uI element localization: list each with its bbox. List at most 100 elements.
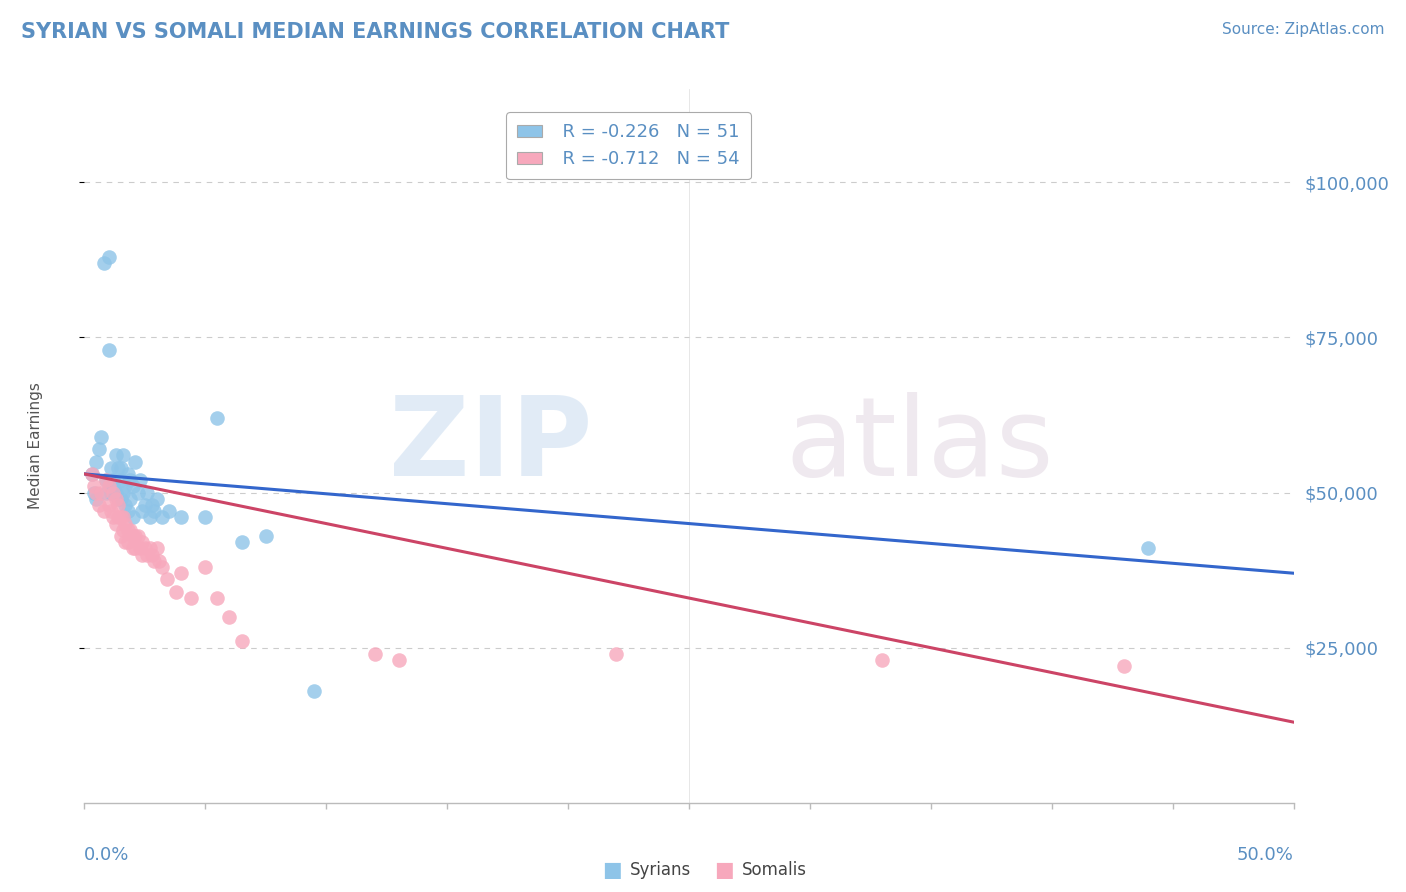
Point: [112, 523, 135, 537]
Point: [146, 491, 169, 506]
Text: 0.0%: 0.0%: [84, 846, 129, 863]
Point: [86, 485, 108, 500]
Point: [120, 523, 142, 537]
Point: [114, 516, 136, 531]
Point: [121, 479, 143, 493]
Point: [94, 485, 117, 500]
Point: [110, 510, 132, 524]
Point: [121, 510, 143, 524]
Point: [165, 584, 187, 599]
Point: [302, 684, 325, 698]
Point: [117, 467, 139, 481]
Text: ■: ■: [602, 860, 621, 880]
Point: [121, 529, 143, 543]
Point: [104, 491, 127, 506]
Point: [107, 491, 129, 506]
Point: [124, 529, 146, 543]
Point: [120, 491, 142, 506]
Text: ■: ■: [714, 860, 734, 880]
Point: [90, 430, 112, 444]
Text: Somalis: Somalis: [742, 861, 807, 879]
Point: [146, 541, 169, 556]
Point: [872, 653, 894, 667]
Point: [131, 548, 153, 562]
Point: [141, 548, 163, 562]
Point: [129, 473, 152, 487]
Point: [94, 473, 117, 487]
Point: [80, 467, 103, 481]
Point: [218, 609, 240, 624]
Point: [121, 541, 143, 556]
Point: [117, 535, 139, 549]
Point: [104, 448, 127, 462]
Point: [112, 448, 135, 462]
Point: [207, 591, 229, 605]
Point: [120, 473, 142, 487]
Point: [110, 473, 132, 487]
Point: [143, 554, 166, 568]
Point: [134, 498, 156, 512]
Point: [112, 485, 135, 500]
Point: [86, 454, 108, 468]
Point: [170, 510, 193, 524]
Point: [129, 541, 152, 556]
Point: [150, 510, 173, 524]
Text: Median Earnings: Median Earnings: [28, 383, 44, 509]
Point: [83, 479, 105, 493]
Point: [90, 485, 112, 500]
Text: Syrians: Syrians: [630, 861, 692, 879]
Text: SYRIAN VS SOMALI MEDIAN EARNINGS CORRELATION CHART: SYRIAN VS SOMALI MEDIAN EARNINGS CORRELA…: [21, 22, 730, 42]
Point: [131, 504, 153, 518]
Point: [114, 498, 136, 512]
Point: [124, 454, 146, 468]
Point: [136, 485, 159, 500]
Point: [114, 479, 136, 493]
Point: [110, 460, 132, 475]
Point: [388, 653, 411, 667]
Point: [143, 504, 166, 518]
Text: atlas: atlas: [786, 392, 1054, 500]
Text: ZIP: ZIP: [389, 392, 592, 500]
Point: [103, 473, 125, 487]
Point: [103, 510, 125, 524]
Point: [110, 529, 132, 543]
Point: [100, 485, 122, 500]
Point: [207, 411, 229, 425]
Point: [148, 554, 170, 568]
Point: [97, 250, 120, 264]
Point: [1137, 541, 1160, 556]
Point: [107, 498, 129, 512]
Point: [112, 510, 135, 524]
Point: [127, 529, 149, 543]
Text: 50.0%: 50.0%: [1237, 846, 1294, 863]
Point: [605, 647, 627, 661]
Point: [97, 343, 120, 357]
Point: [107, 510, 129, 524]
Point: [110, 491, 132, 506]
Point: [93, 256, 115, 270]
Legend:   R = -0.226   N = 51,   R = -0.712   N = 54: R = -0.226 N = 51, R = -0.712 N = 54: [506, 112, 751, 179]
Point: [87, 442, 110, 456]
Point: [131, 535, 153, 549]
Point: [1114, 659, 1136, 673]
Point: [117, 504, 139, 518]
Point: [86, 491, 108, 506]
Point: [93, 504, 115, 518]
Point: [97, 479, 120, 493]
Point: [155, 573, 177, 587]
Point: [231, 535, 253, 549]
Point: [134, 541, 156, 556]
Text: Source: ZipAtlas.com: Source: ZipAtlas.com: [1222, 22, 1385, 37]
Point: [87, 498, 110, 512]
Point: [100, 460, 122, 475]
Point: [107, 460, 129, 475]
Point: [363, 647, 385, 661]
Point: [103, 485, 125, 500]
Point: [114, 535, 136, 549]
Point: [136, 548, 159, 562]
Point: [104, 516, 127, 531]
Point: [104, 485, 127, 500]
Point: [150, 560, 173, 574]
Point: [97, 498, 120, 512]
Point: [83, 485, 105, 500]
